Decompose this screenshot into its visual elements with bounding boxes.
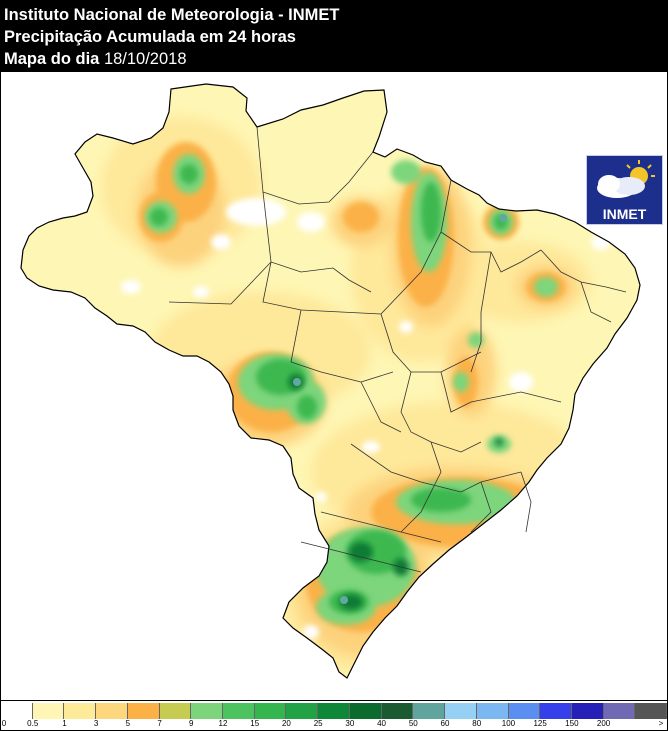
legend-swatch [413,703,446,719]
legend-label: 12 [218,719,228,728]
legend-swatch [508,703,541,719]
legend-label: 80 [472,719,482,728]
map-canvas [1,83,641,700]
legend-label: 25 [313,719,323,728]
state-borders [168,126,627,573]
legend-swatch [349,703,382,719]
neighbour-countries [1,142,347,700]
institute-title: Instituto Nacional de Meteorologia - INM… [4,6,340,24]
legend-swatch [603,703,636,719]
legend-label: 0.5 [27,719,39,728]
legend-label: 7 [157,719,162,728]
legend-swatch [32,703,65,719]
legend-label: 125 [533,719,547,728]
legend-swatch [127,703,160,719]
product-title: Precipitação Acumulada em 24 horas [4,28,296,46]
legend-swatch [1,703,33,719]
legend-swatch [445,703,477,719]
legend-swatch [286,703,319,719]
legend-label: 50 [408,719,418,728]
legend-label: > [658,719,664,728]
legend-swatch [571,703,604,719]
legend-swatch [318,703,350,719]
legend-swatch [254,703,287,719]
legend-swatch [635,703,668,719]
legend-swatch [96,703,128,719]
legend-label: 1 [62,719,67,728]
legend-swatch [540,703,572,719]
legend-swatch [476,703,509,719]
legend-swatch [64,703,97,719]
map-header: Instituto Nacional de Meteorologia - INM… [0,0,668,72]
legend-label: 40 [377,719,387,728]
legend-label: 60 [440,719,450,728]
logo-text: INMET [602,206,647,222]
map-date-line: Mapa do dia 18/10/2018 [4,49,187,69]
legend-label: 30 [345,719,355,728]
legend-label: 20 [281,719,291,728]
legend-color-bar [1,703,668,719]
inmet-logo: INMET [586,155,663,225]
legend-label: 0 [1,719,7,728]
legend-label: 5 [125,719,131,728]
legend-label: 3 [93,719,99,728]
legend-label: 150 [565,719,579,728]
legend-swatch [381,703,414,719]
sun-cloud-icon [597,160,655,198]
legend-label: 100 [501,719,516,728]
precipitation-legend: 0 0.5 1 3 5 7 9 12 15 20 25 30 40 50 60 80 100 125 150 200 > [1,701,668,730]
legend-label: 9 [189,719,194,728]
map-date-value: 18/10/2018 [103,50,187,68]
legend-label: 15 [250,719,260,728]
map-date-label: Mapa do dia [4,50,100,68]
precipitation-map: INMET [1,72,667,700]
legend-label: 200 [596,719,611,728]
legend-swatch [223,703,255,719]
legend-swatch [191,703,224,719]
legend-swatch [159,703,192,719]
